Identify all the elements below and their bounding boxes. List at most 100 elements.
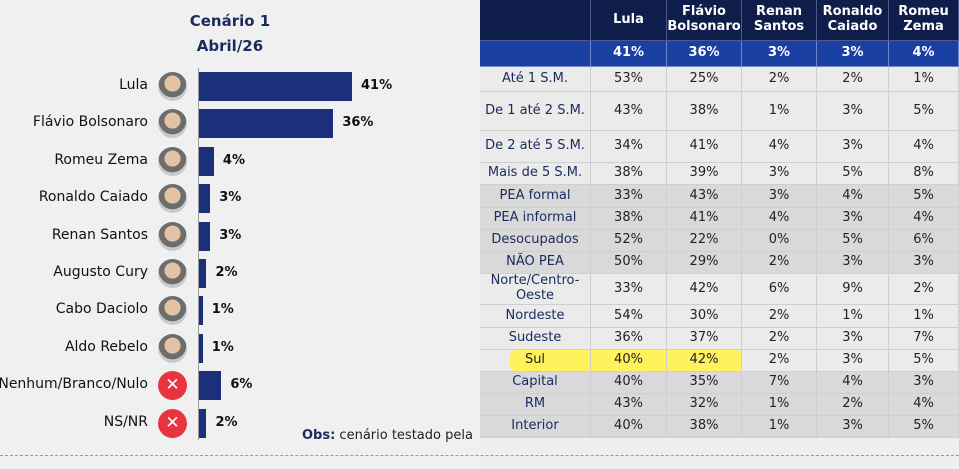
cell-text: Interior <box>511 418 559 434</box>
cell-text: 2% <box>768 352 790 368</box>
cell-text: De 1 até 2 S.M. <box>485 102 585 118</box>
cell-text: 38% <box>689 418 719 434</box>
bar <box>199 371 222 401</box>
cell-text: 50% <box>614 254 643 270</box>
cell-text: 2% <box>768 307 790 323</box>
cell-text: 7% <box>768 374 790 390</box>
data-label: 41% <box>361 78 393 93</box>
row-label-cell: Até 1 S.M. <box>480 67 591 92</box>
cell-text: 41% <box>689 210 719 226</box>
value-cell: 3% <box>817 252 889 274</box>
value-cell: 41% <box>591 41 667 67</box>
data-label: 4% <box>222 152 245 168</box>
cell-text: 40% <box>614 374 643 390</box>
value-cell: 0% <box>742 230 817 252</box>
row-label-cell: PEA informal <box>480 208 591 230</box>
cell-text: 5% <box>913 102 934 118</box>
value-cell: 6% <box>742 274 817 305</box>
cell-text: 41% <box>689 138 719 154</box>
candidate-avatar <box>158 221 187 251</box>
value-cell: 34% <box>591 131 667 163</box>
row-label-cell: PEA formal <box>480 185 591 208</box>
cell-text: Ronaldo Caiado <box>822 4 883 34</box>
x-icon: ✕ <box>158 408 187 438</box>
value-cell: 38% <box>667 92 742 131</box>
value-cell: 5% <box>817 163 889 185</box>
cell-text: 1% <box>842 307 863 323</box>
obs-text: cenário testado pela <box>335 428 473 443</box>
value-cell: 8% <box>889 163 959 185</box>
cell-text: 3% <box>842 254 863 270</box>
value-cell: 33% <box>591 185 667 208</box>
value-cell: 2% <box>817 394 889 416</box>
cell-text: 3% <box>842 138 863 154</box>
row-label-cell: Mais de 5 S.M. <box>480 163 591 185</box>
data-label: 3% <box>219 227 242 243</box>
cell-text: 37% <box>689 330 719 346</box>
cell-text: 36% <box>614 330 643 346</box>
value-cell: 2% <box>742 252 817 274</box>
value-cell: 37% <box>667 328 742 350</box>
cell-text: 30% <box>689 307 719 323</box>
value-cell: 2% <box>742 350 817 372</box>
value-cell: 3% <box>817 328 889 350</box>
value-cell: 4% <box>742 131 817 163</box>
cell-text: 25% <box>689 70 719 86</box>
cell-text: 4% <box>912 45 935 61</box>
value-cell: 1% <box>742 394 817 416</box>
candidate-avatar <box>158 72 187 101</box>
cell-text: 3% <box>842 102 863 118</box>
cell-text: Renan Santos <box>753 4 805 34</box>
data-label: 1% <box>211 339 234 355</box>
cell-text: 34% <box>614 138 643 154</box>
cell-text: 43% <box>689 187 719 203</box>
undefined: Nordeste 54% 30% 2% 1% 1% <box>480 305 959 328</box>
value-cell: Ronaldo Caiado <box>817 0 889 41</box>
undefined: Desocupados 52% 22% 0% 5% 6% <box>480 230 959 252</box>
obs-note: Obs: cenário testado pela <box>302 428 473 443</box>
value-cell: 1% <box>817 305 889 328</box>
value-cell: 33% <box>591 274 667 305</box>
row-label-cell: Norte/Centro-Oeste <box>480 273 591 305</box>
value-cell: 3% <box>817 41 889 67</box>
cell-text: 42% <box>689 280 719 296</box>
value-cell: 40% <box>591 416 667 438</box>
value-cell: 3% <box>742 41 817 67</box>
cell-text: PEA informal <box>493 210 577 226</box>
value-cell: 4% <box>889 131 959 163</box>
value-cell: 2% <box>817 67 889 92</box>
row-label-cell: RM <box>480 394 591 416</box>
cell-text: 4% <box>842 187 863 203</box>
cell-text: 3% <box>768 165 790 181</box>
cell-text: Romeu Zema <box>898 4 949 34</box>
cell-text: 6% <box>768 280 790 296</box>
cell-text: 1% <box>768 418 790 434</box>
cell-text: Sudeste <box>508 330 562 346</box>
value-cell: 6% <box>889 230 959 252</box>
chart-panel: Cenário 1 Abril/26 Lula 41% Flávio Bolson… <box>0 12 473 443</box>
value-cell: 2% <box>742 328 817 350</box>
value-cell: 3% <box>889 252 959 274</box>
cell-text: Flávio Bolsonaro <box>667 4 741 34</box>
bar <box>199 333 203 363</box>
undefined: Mais de 5 S.M. 38% 39% 3% 5% 8% <box>480 163 959 185</box>
value-cell: 50% <box>591 252 667 274</box>
value-cell: 1% <box>889 67 959 92</box>
value-cell: 2% <box>742 67 817 92</box>
cell-text: 4% <box>842 374 863 390</box>
cell-text: 4% <box>768 210 790 226</box>
cell-text: 41% <box>612 45 645 61</box>
value-cell: 3% <box>817 131 889 163</box>
value-cell: 3% <box>889 372 959 394</box>
row-label-cell: De 2 até 5 S.M. <box>480 131 591 163</box>
value-cell: Lula <box>591 0 667 41</box>
bar <box>199 408 207 438</box>
undefined: RM 43% 32% 1% 2% 4% <box>480 394 959 416</box>
cell-text: 40% <box>614 418 643 434</box>
cell-text: 2% <box>768 70 790 86</box>
cell-text: Desocupados <box>491 232 579 248</box>
cell-text: 38% <box>614 210 643 226</box>
value-cell: 3% <box>817 92 889 131</box>
row-label-cell: NÃO PEA <box>480 252 591 274</box>
value-cell: 9% <box>817 274 889 305</box>
